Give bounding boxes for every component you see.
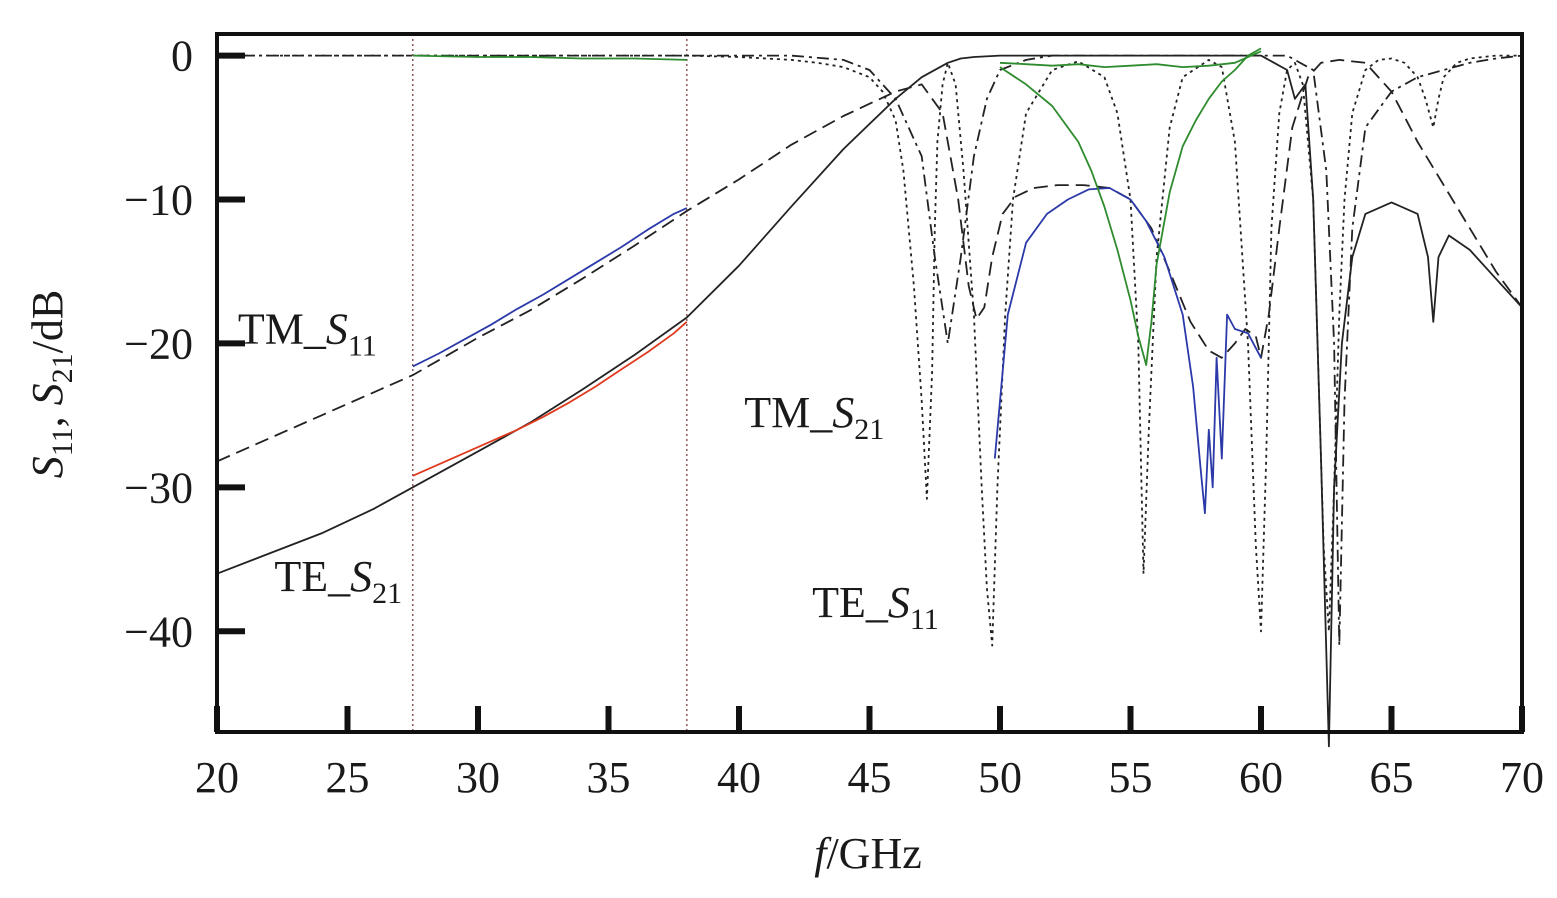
- y-tick-label-2: −20: [124, 319, 193, 368]
- x-axis-title: f/GHz: [814, 829, 922, 878]
- x-axis-unit: /GHz: [826, 829, 921, 878]
- series-line-3: [217, 54, 1523, 647]
- y-axis-sub-s11: 11: [46, 427, 79, 456]
- annotation-2: TE_S21: [274, 552, 402, 610]
- y-axis-unit: /dB: [23, 290, 72, 354]
- x-tick-label-7: 55: [1109, 753, 1153, 802]
- tick-labels: 20 25 30 35 40 45 50 55 60 65 70 0 −10 −20 −30 −40: [124, 32, 1544, 802]
- band-markers: [412, 34, 688, 732]
- series-line-7: [412, 54, 687, 61]
- x-tick-label-2: 30: [456, 753, 500, 802]
- series-line-6: [412, 321, 688, 477]
- x-tick-label-1: 25: [326, 753, 370, 802]
- annotation-prefix: TM_: [744, 388, 833, 437]
- series-line-4: [412, 207, 688, 368]
- annotation-var: S: [350, 552, 372, 601]
- y-axis-title: S11, S21/dB: [23, 290, 79, 478]
- series-lines: [216, 47, 1523, 748]
- annotation-sub: 11: [348, 329, 377, 362]
- annotation-0: TM_S11: [238, 304, 377, 362]
- y-axis-var-s11: S: [23, 456, 72, 478]
- y-axis-separator: ,: [23, 405, 72, 427]
- x-tick-label-4: 40: [717, 753, 761, 802]
- y-tick-label-4: −40: [124, 607, 193, 656]
- y-tick-label-0: 0: [171, 32, 193, 81]
- x-tick-label-8: 60: [1239, 753, 1283, 802]
- x-tick-label-10: 70: [1500, 753, 1544, 802]
- x-tick-label-0: 20: [195, 753, 239, 802]
- annotation-var: S: [888, 578, 910, 627]
- series-line-1: [216, 59, 1523, 463]
- annotation-prefix: TE_: [812, 578, 889, 627]
- annotation-sub: 21: [854, 413, 884, 446]
- annotation-1: TM_S21: [744, 388, 884, 446]
- annotation-sub: 21: [372, 577, 402, 610]
- series-line-5: [993, 187, 1262, 515]
- annotation-var: S: [326, 304, 348, 353]
- x-tick-label-5: 45: [848, 753, 892, 802]
- y-axis-var-s21: S: [23, 383, 72, 405]
- annotation-sub: 11: [910, 603, 939, 636]
- y-tick-label-3: −30: [124, 463, 193, 512]
- axis-ticks: [214, 52, 1525, 732]
- x-tick-label-3: 35: [587, 753, 631, 802]
- y-axis-sub-s21: 21: [46, 353, 79, 383]
- series-line-2: [217, 54, 1522, 647]
- x-tick-label-9: 65: [1370, 753, 1414, 802]
- annotation-var: S: [832, 388, 854, 437]
- series-line-8: [999, 47, 1262, 366]
- y-tick-label-1: −10: [124, 176, 193, 225]
- x-tick-label-6: 50: [978, 753, 1022, 802]
- annotation-prefix: TM_: [238, 304, 327, 353]
- series-line-9: [999, 50, 1262, 68]
- annotation-prefix: TE_: [274, 552, 351, 601]
- annotation-3: TE_S11: [812, 578, 939, 636]
